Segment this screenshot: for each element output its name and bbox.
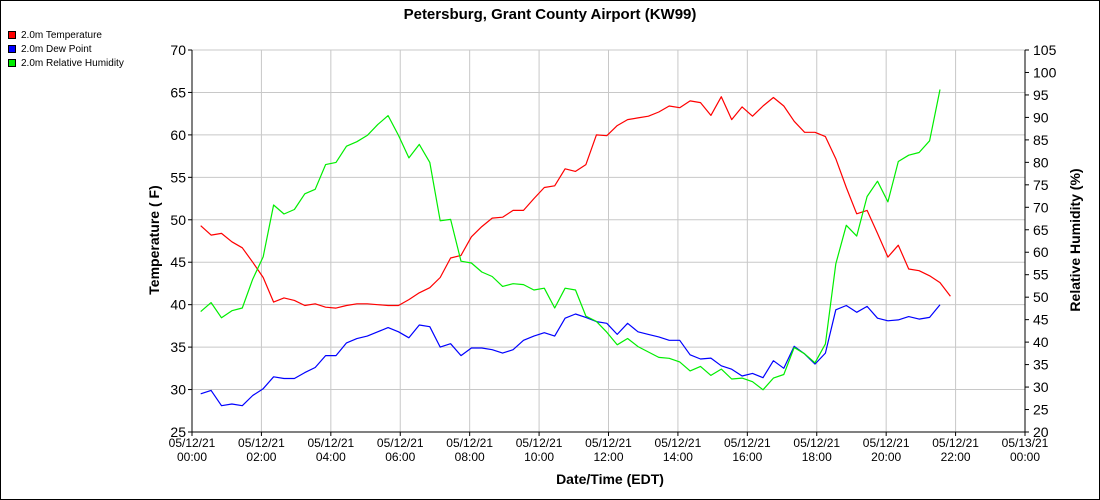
y-tick-label: 65 <box>170 84 186 100</box>
y-tick-label: 30 <box>170 382 186 398</box>
x-tick-label: 05/12/21 <box>169 436 216 450</box>
y2-tick-label: 25 <box>1033 402 1049 418</box>
y-axis-label: Temperature ( F) <box>146 185 162 294</box>
y2-axis-label: Relative Humidity (%) <box>1067 168 1083 311</box>
legend-swatch-temperature <box>8 31 16 39</box>
legend-swatch-dew-point <box>8 45 16 53</box>
x-tick-label: 18:00 <box>802 450 832 464</box>
x-tick-label: 05/12/21 <box>655 436 702 450</box>
y-tick-label: 70 <box>170 42 186 58</box>
y2-tick-label: 30 <box>1033 379 1049 395</box>
x-tick-label: 05/13/21 <box>1002 436 1049 450</box>
y-tick-label: 35 <box>170 339 186 355</box>
x-tick-label: 05/12/21 <box>724 436 771 450</box>
x-tick-label: 05/12/21 <box>793 436 840 450</box>
y-tick-label: 45 <box>170 254 186 270</box>
y2-tick-label: 45 <box>1033 312 1049 328</box>
y2-tick-label: 100 <box>1033 64 1057 80</box>
legend-item-relative-humidity: 2.0m Relative Humidity <box>8 56 124 70</box>
y-tick-label: 25 <box>170 424 186 440</box>
x-tick-label: 06:00 <box>385 450 415 464</box>
y2-tick-label: 70 <box>1033 199 1049 215</box>
series-group <box>200 89 951 407</box>
y-tick-label: 40 <box>170 297 186 313</box>
y2-tick-label: 75 <box>1033 177 1049 193</box>
y2-tick-label: 65 <box>1033 222 1049 238</box>
x-tick-label: 00:00 <box>1010 450 1040 464</box>
y-tick-label: 60 <box>170 127 186 143</box>
x-tick-label: 05/12/21 <box>307 436 354 450</box>
y2-tick-label: 80 <box>1033 154 1049 170</box>
x-tick-label: 08:00 <box>455 450 485 464</box>
y2-tick-label: 55 <box>1033 267 1049 283</box>
y2-tick-label: 95 <box>1033 87 1049 103</box>
grid <box>191 49 1026 433</box>
y2-tick-label: 60 <box>1033 244 1049 260</box>
legend-item-temperature: 2.0m Temperature <box>8 28 124 42</box>
y-tick-label: 55 <box>170 169 186 185</box>
x-tick-label: 05/12/21 <box>238 436 285 450</box>
x-tick-label: 02:00 <box>246 450 276 464</box>
y2-tick-label: 105 <box>1033 42 1057 58</box>
series-line-temperature <box>200 96 951 309</box>
chart-title: Petersburg, Grant County Airport (KW99) <box>404 6 697 23</box>
legend-label-temperature: 2.0m Temperature <box>21 29 102 41</box>
y2-tick-label: 85 <box>1033 132 1049 148</box>
legend-label-dew-point: 2.0m Dew Point <box>21 43 92 55</box>
y2-tick-label: 50 <box>1033 289 1049 305</box>
x-tick-label: 10:00 <box>524 450 554 464</box>
legend-label-relative-humidity: 2.0m Relative Humidity <box>21 57 124 69</box>
x-tick-label: 00:00 <box>177 450 207 464</box>
axes: 05/12/2100:0005/12/2102:0005/12/2104:000… <box>169 42 1057 464</box>
x-tick-label: 12:00 <box>593 450 623 464</box>
x-axis-label: Date/Time (EDT) <box>556 471 664 487</box>
x-tick-label: 20:00 <box>871 450 901 464</box>
y2-tick-label: 40 <box>1033 334 1049 350</box>
x-tick-label: 05/12/21 <box>446 436 493 450</box>
y2-tick-label: 35 <box>1033 357 1049 373</box>
legend-item-dew-point: 2.0m Dew Point <box>8 42 124 56</box>
x-tick-label: 05/12/21 <box>932 436 979 450</box>
x-tick-label: 05/12/21 <box>377 436 424 450</box>
x-tick-label: 16:00 <box>732 450 762 464</box>
x-tick-label: 05/12/21 <box>585 436 632 450</box>
x-tick-label: 05/12/21 <box>863 436 910 450</box>
y-tick-label: 50 <box>170 212 186 228</box>
series-line-relative-humidity <box>200 89 941 391</box>
x-tick-label: 22:00 <box>941 450 971 464</box>
y2-tick-label: 90 <box>1033 109 1049 125</box>
legend-swatch-relative-humidity <box>8 59 16 67</box>
x-tick-label: 04:00 <box>316 450 346 464</box>
x-tick-label: 05/12/21 <box>516 436 563 450</box>
y2-tick-label: 20 <box>1033 424 1049 440</box>
legend: 2.0m Temperature 2.0m Dew Point 2.0m Rel… <box>8 28 124 70</box>
x-tick-label: 14:00 <box>663 450 693 464</box>
series-line-dew-point <box>200 304 941 407</box>
